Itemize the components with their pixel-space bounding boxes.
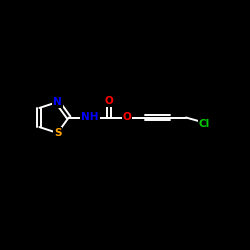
Text: Cl: Cl bbox=[198, 119, 209, 129]
Text: O: O bbox=[122, 112, 131, 122]
Text: O: O bbox=[104, 96, 113, 106]
Text: NH: NH bbox=[81, 112, 99, 122]
Text: S: S bbox=[54, 128, 61, 138]
Text: N: N bbox=[53, 97, 62, 107]
